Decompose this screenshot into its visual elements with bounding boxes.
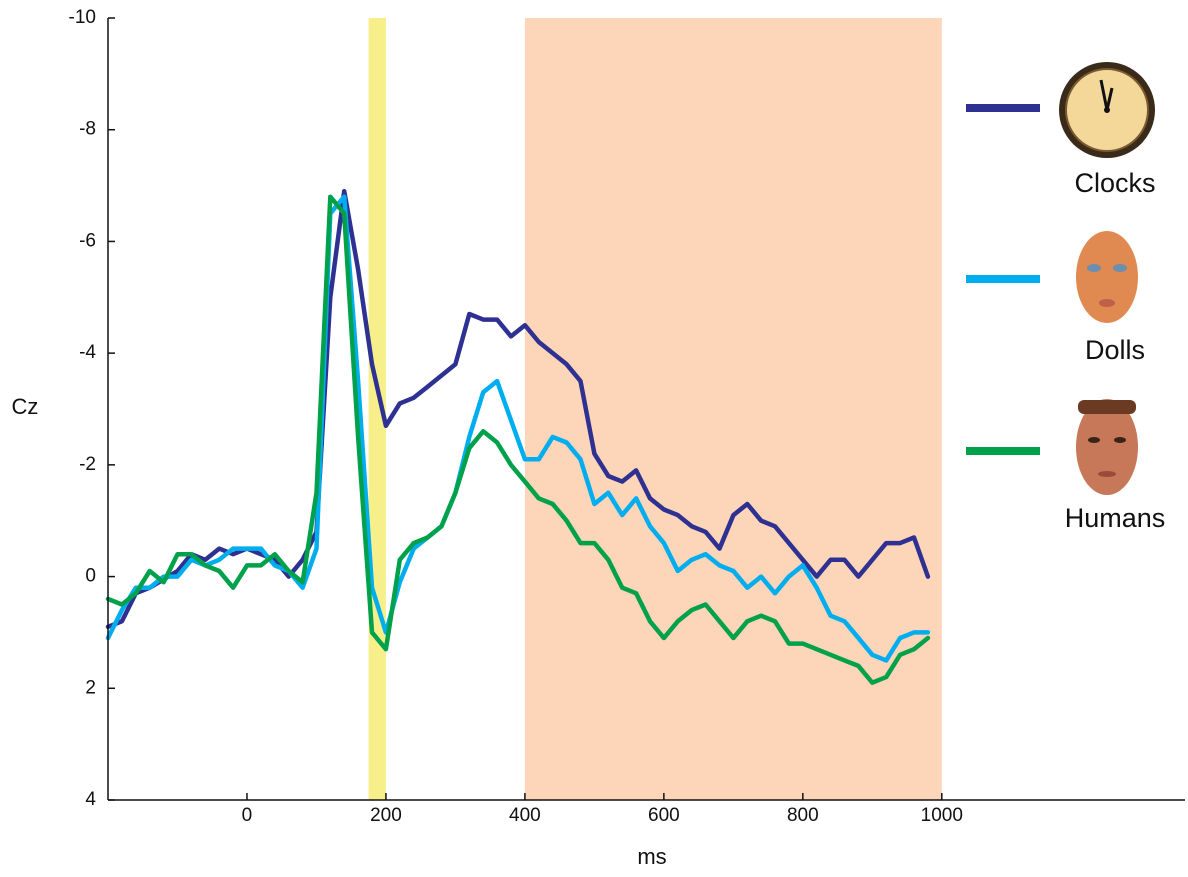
y-tick-label: -6 [79, 230, 96, 251]
series-line [105, 194, 931, 663]
y-tick-label: -10 [69, 7, 96, 28]
y-tick-label: -2 [79, 454, 96, 475]
legend-label: Humans [1065, 503, 1166, 533]
shaded-regions [368, 18, 942, 800]
x-tick-label: 600 [648, 805, 680, 826]
series-lines [105, 188, 931, 685]
y-tick-label: 2 [85, 677, 96, 698]
shaded-region [368, 18, 386, 800]
y-tick-label: 4 [85, 789, 96, 810]
x-axis-label: ms [637, 844, 666, 869]
clock-icon [1059, 62, 1155, 158]
legend-label: Dolls [1085, 335, 1145, 365]
y-axis-label: Cz [12, 394, 39, 419]
y-tick-label: 0 [85, 566, 96, 587]
y-tick-label: -8 [79, 119, 96, 140]
human-icon [1076, 399, 1138, 495]
y-tick-label: -4 [79, 342, 96, 363]
legend-label: Clocks [1074, 168, 1155, 198]
x-tick-label: 1000 [921, 805, 963, 826]
x-tick-label: 0 [242, 805, 253, 826]
shaded-region [524, 18, 942, 800]
x-tick-label: 200 [370, 805, 402, 826]
axes: -10 -8 -6 -4 -2 0 2 4 0 200 400 600 800 1000 [69, 7, 1185, 826]
doll-icon [1076, 231, 1138, 323]
legend: Clocks Dolls Humans [966, 62, 1165, 533]
x-tick-label: 800 [787, 805, 819, 826]
x-tick-label: 400 [509, 805, 541, 826]
series-line [105, 194, 931, 685]
